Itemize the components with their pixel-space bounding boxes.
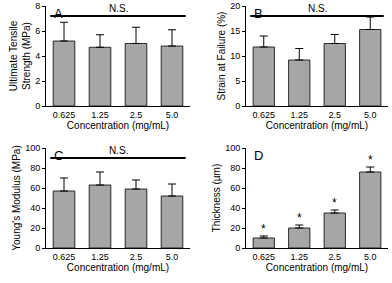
svg-text:A: A — [54, 6, 63, 21]
svg-text:Strain at Failure (%): Strain at Failure (%) — [216, 12, 227, 101]
svg-text:N.S.: N.S. — [308, 3, 327, 14]
svg-text:80: 80 — [30, 163, 40, 173]
svg-text:N.S.: N.S. — [109, 3, 128, 14]
svg-text:2: 2 — [35, 76, 40, 86]
svg-text:5: 5 — [235, 76, 240, 86]
svg-text:0.625: 0.625 — [252, 252, 275, 262]
svg-text:40: 40 — [30, 203, 40, 213]
svg-text:0.625: 0.625 — [53, 110, 76, 120]
svg-text:Concentration (mg/mL): Concentration (mg/mL) — [266, 120, 368, 131]
svg-text:0.625: 0.625 — [252, 110, 275, 120]
svg-text:20: 20 — [230, 223, 240, 233]
svg-text:0.625: 0.625 — [53, 252, 76, 262]
svg-text:1.25: 1.25 — [290, 252, 308, 262]
svg-text:*: * — [368, 153, 373, 167]
svg-text:5.0: 5.0 — [364, 110, 377, 120]
svg-text:Concentration (mg/mL): Concentration (mg/mL) — [67, 262, 169, 273]
svg-text:*: * — [261, 222, 266, 236]
svg-text:0: 0 — [35, 101, 40, 111]
svg-text:0: 0 — [35, 243, 40, 253]
svg-text:1.25: 1.25 — [290, 110, 308, 120]
svg-text:20: 20 — [230, 1, 240, 11]
svg-text:40: 40 — [230, 203, 240, 213]
svg-text:5.0: 5.0 — [166, 110, 179, 120]
svg-text:0: 0 — [235, 243, 240, 253]
svg-text:Thickness (µm): Thickness (µm) — [211, 164, 222, 233]
svg-text:60: 60 — [230, 183, 240, 193]
svg-text:20: 20 — [30, 223, 40, 233]
svg-text:1.25: 1.25 — [91, 110, 109, 120]
svg-text:1.25: 1.25 — [91, 252, 109, 262]
svg-text:0: 0 — [235, 101, 240, 111]
svg-text:Concentration (mg/mL): Concentration (mg/mL) — [67, 120, 169, 131]
svg-text:5.0: 5.0 — [364, 252, 377, 262]
svg-text:Young's Modulus (MPa): Young's Modulus (MPa) — [11, 145, 22, 250]
svg-text:*: * — [332, 196, 337, 210]
svg-text:Ultimate TensileStrength (MPa): Ultimate TensileStrength (MPa) — [8, 20, 32, 91]
svg-text:100: 100 — [25, 143, 40, 153]
svg-text:2.5: 2.5 — [328, 110, 341, 120]
svg-text:80: 80 — [230, 163, 240, 173]
svg-text:2.5: 2.5 — [328, 252, 341, 262]
svg-text:100: 100 — [225, 143, 240, 153]
svg-text:C: C — [54, 148, 63, 163]
svg-text:6: 6 — [35, 26, 40, 36]
svg-text:60: 60 — [30, 183, 40, 193]
svg-text:*: * — [297, 211, 302, 225]
svg-text:D: D — [254, 148, 263, 163]
svg-text:5.0: 5.0 — [166, 252, 179, 262]
svg-text:B: B — [254, 6, 263, 21]
svg-text:Concentration (mg/mL): Concentration (mg/mL) — [266, 262, 368, 273]
svg-text:N.S.: N.S. — [109, 145, 128, 156]
svg-text:2.5: 2.5 — [130, 252, 143, 262]
svg-text:2.5: 2.5 — [130, 110, 143, 120]
svg-text:8: 8 — [35, 1, 40, 11]
svg-text:4: 4 — [35, 51, 40, 61]
svg-text:15: 15 — [230, 26, 240, 36]
svg-text:10: 10 — [230, 51, 240, 61]
